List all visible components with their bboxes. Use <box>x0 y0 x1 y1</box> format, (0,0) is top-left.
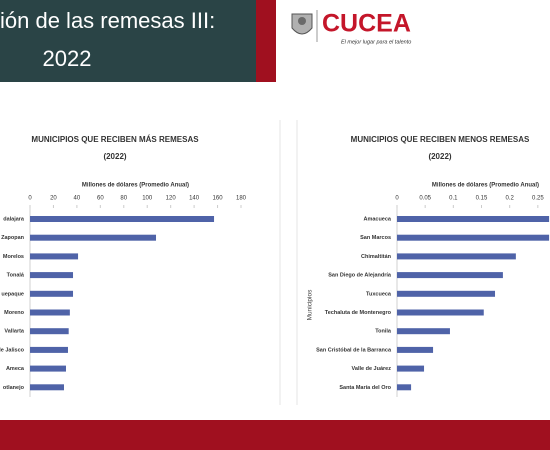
header-accent <box>256 0 276 82</box>
y-tick-label: San Diego de Alejandría <box>328 273 392 279</box>
bar <box>397 365 425 372</box>
bar <box>30 272 74 279</box>
y-tick-label: San Marcos <box>360 235 391 241</box>
x-tick-label: 0.15 <box>476 196 488 202</box>
y-tick-label: Amacueca <box>363 216 391 222</box>
x-tick-label: 0.25 <box>532 196 544 202</box>
bar <box>30 216 215 222</box>
header-title: ión de las remesas III: <box>0 8 215 33</box>
x-tick-label: 80 <box>120 196 127 202</box>
y-tick-label: Tuxcueca <box>366 291 392 297</box>
y-tick-label: Chimaltitán <box>361 254 392 260</box>
x-tick-label: 120 <box>166 196 177 202</box>
bar <box>397 272 503 279</box>
bar <box>397 253 516 260</box>
x-axis-label: Millones de dólares (Promedio Anual) <box>82 183 189 189</box>
chart-title: MUNICIPIOS QUE RECIBEN MENOS REMESAS <box>351 135 530 144</box>
bar <box>397 216 550 222</box>
bar <box>30 253 79 260</box>
y-tick-label: uepaque <box>1 291 24 297</box>
x-tick-label: 100 <box>142 196 153 202</box>
bar <box>30 309 70 316</box>
y-tick-label: otlanejo <box>3 385 25 391</box>
bar <box>397 309 484 316</box>
y-tick-label: Zapopan <box>1 235 25 241</box>
y-axis-label: Municipios <box>307 289 314 320</box>
x-tick-label: 0.1 <box>449 196 458 202</box>
logo-tagline: El mejor lugar para el talento <box>341 39 411 45</box>
bar <box>30 384 64 391</box>
x-tick-label: 20 <box>50 196 57 202</box>
header-year: 2022 <box>43 46 92 71</box>
chart-subtitle: (2022) <box>103 152 126 161</box>
logo-name: CUCEA <box>322 10 411 38</box>
y-tick-label: Tonalá <box>7 273 25 279</box>
x-tick-label: 60 <box>97 196 104 202</box>
footer-band <box>0 420 550 450</box>
bar <box>30 346 68 353</box>
logo-shield <box>291 13 313 35</box>
x-tick-label: 0.2 <box>505 196 514 202</box>
y-tick-label: Valle de Juárez <box>352 366 392 372</box>
bar <box>397 384 412 391</box>
y-tick-label: Ameca <box>6 366 25 372</box>
x-tick-label: 40 <box>74 196 81 202</box>
y-tick-label: Santa María del Oro <box>339 385 391 391</box>
y-tick-label: dalajara <box>3 216 25 222</box>
x-tick-label: 160 <box>213 196 224 202</box>
chart-title: MUNICIPIOS QUE RECIBEN MÁS REMESAS <box>31 135 199 144</box>
chart-subtitle: (2022) <box>428 152 451 161</box>
x-tick-label: 180 <box>236 196 247 202</box>
y-tick-label: Moreno <box>4 310 25 316</box>
x-axis-label: Millones de dólares (Promedio Anual) <box>432 183 539 189</box>
header-box <box>0 0 256 82</box>
y-tick-label: Tonila <box>375 329 392 335</box>
y-tick-label: Vallarta <box>4 329 25 335</box>
x-tick-label: 0.05 <box>419 196 431 202</box>
y-tick-label: Techaluta de Montenegro <box>325 310 392 316</box>
bar <box>30 328 69 335</box>
y-tick-label: de Jalisco <box>0 347 25 353</box>
bar <box>397 234 550 241</box>
bar <box>30 365 66 372</box>
x-tick-label: 140 <box>189 196 200 202</box>
bar <box>397 328 450 335</box>
bar <box>397 290 496 297</box>
bar <box>30 234 157 241</box>
x-tick-label: 0 <box>395 196 399 202</box>
bar <box>30 290 74 297</box>
y-tick-label: San Cristóbal de la Barranca <box>316 347 392 353</box>
x-tick-label: 0 <box>28 196 32 202</box>
y-tick-label: Morelos <box>3 254 24 260</box>
bar <box>397 346 434 353</box>
